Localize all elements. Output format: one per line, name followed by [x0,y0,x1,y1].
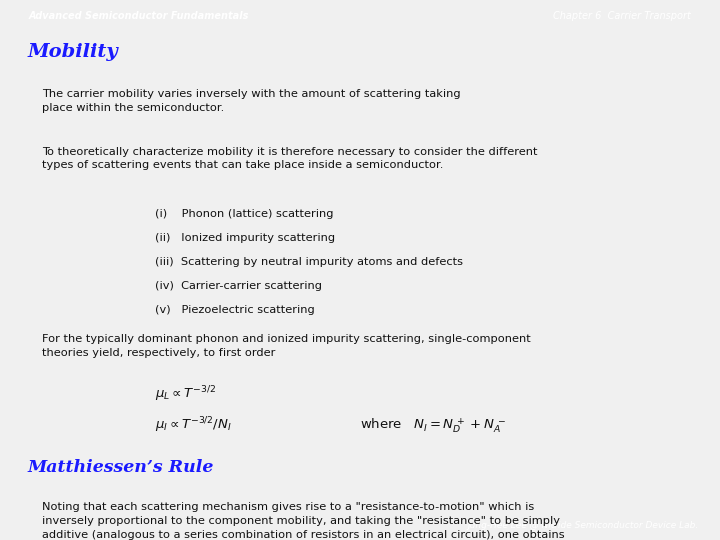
Text: Noting that each scattering mechanism gives rise to a "resistance-to-motion" whi: Noting that each scattering mechanism gi… [42,502,564,539]
Text: (i)    Phonon (lattice) scattering: (i) Phonon (lattice) scattering [155,209,333,219]
Text: For the typically dominant phonon and ionized impurity scattering, single-compon: For the typically dominant phonon and io… [42,334,531,357]
Text: $\mu_L \propto T^{-3/2}$: $\mu_L \propto T^{-3/2}$ [155,384,216,404]
Text: (iii)  Scattering by neutral impurity atoms and defects: (iii) Scattering by neutral impurity ato… [155,257,463,267]
Text: Advanced Semiconductor Fundamentals: Advanced Semiconductor Fundamentals [29,11,249,21]
Text: Jung-Hee Lee @ Nitride Semiconductor Device Lab.: Jung-Hee Lee @ Nitride Semiconductor Dev… [467,522,698,530]
Text: The carrier mobility varies inversely with the amount of scattering taking
place: The carrier mobility varies inversely wi… [42,89,460,113]
Text: To theoretically characterize mobility it is therefore necessary to consider the: To theoretically characterize mobility i… [42,147,537,170]
Text: where   $N_I = N_D^{\,+} + N_A^{\,-}$: where $N_I = N_D^{\,+} + N_A^{\,-}$ [360,416,506,435]
Text: (iv)  Carrier-carrier scattering: (iv) Carrier-carrier scattering [155,281,322,291]
Text: Matthiessen’s Rule: Matthiessen’s Rule [27,459,214,476]
Text: Mobility: Mobility [27,43,118,62]
Text: Chapter 6  Carrier Transport: Chapter 6 Carrier Transport [554,11,691,21]
Text: (v)   Piezoelectric scattering: (v) Piezoelectric scattering [155,305,315,315]
Text: $\mu_I \propto T^{-3/2}/N_I$: $\mu_I \propto T^{-3/2}/N_I$ [155,416,232,435]
Text: (ii)   Ionized impurity scattering: (ii) Ionized impurity scattering [155,233,335,243]
